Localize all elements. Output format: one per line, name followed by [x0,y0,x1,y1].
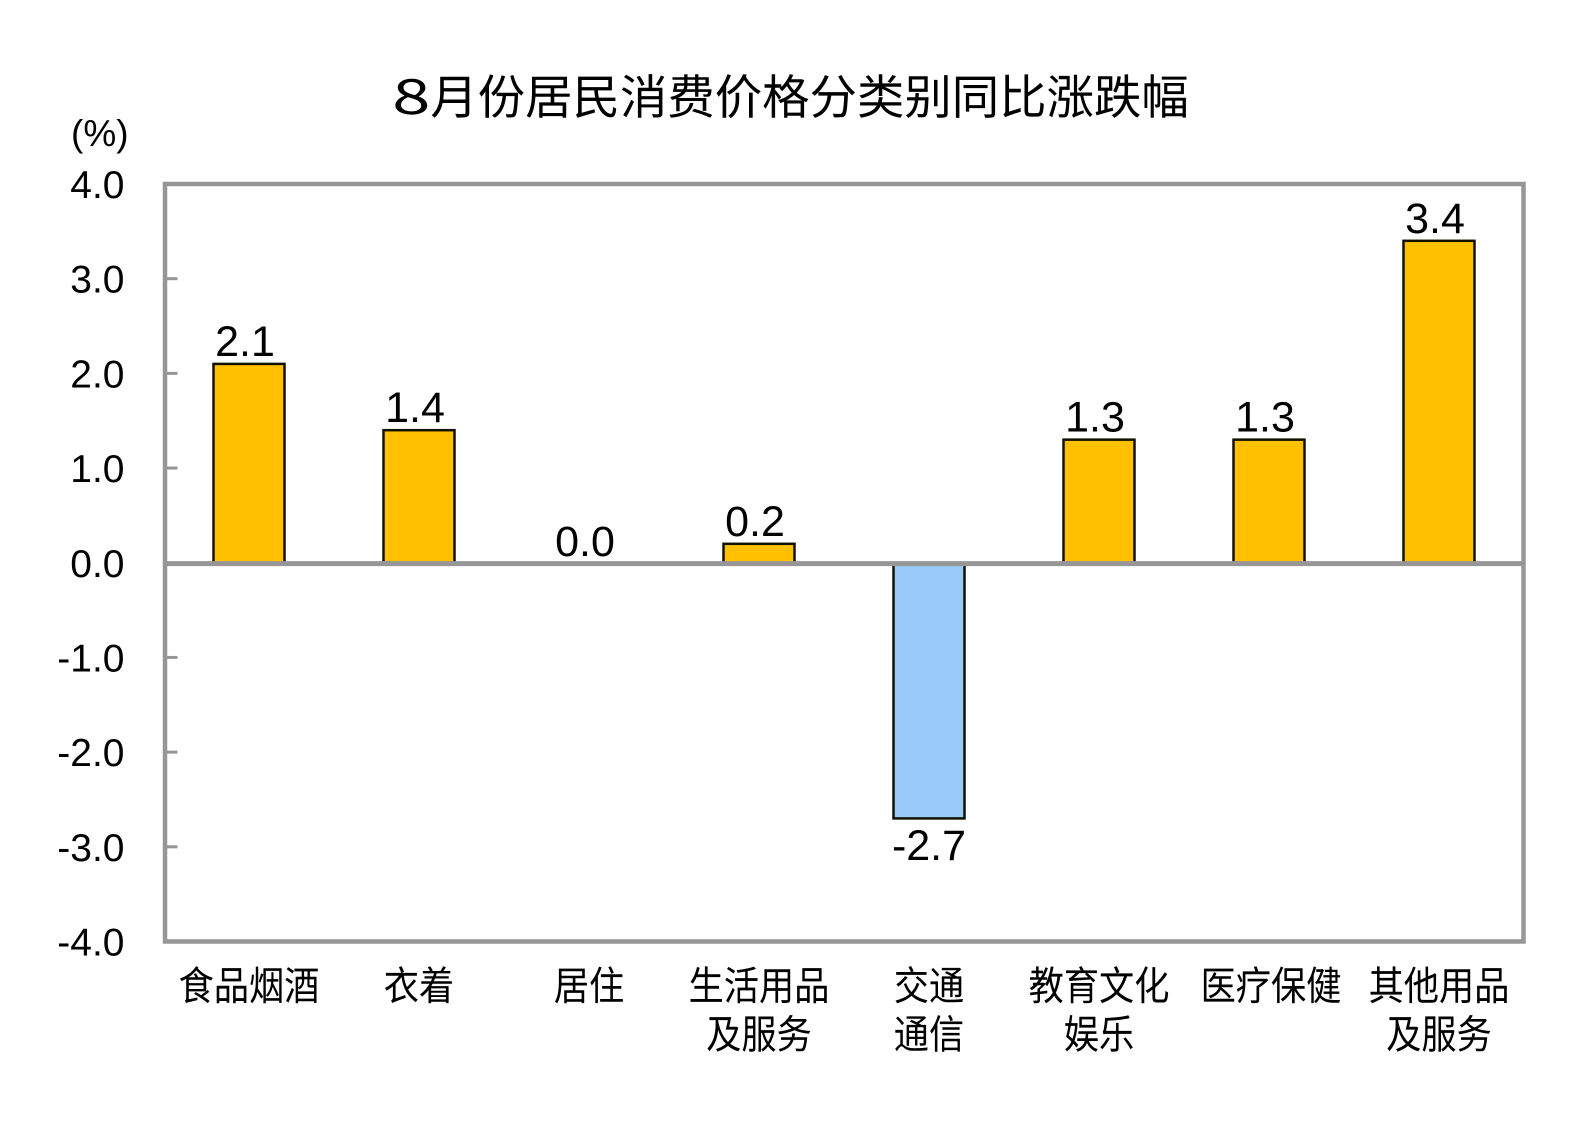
svg-text:(%): (%) [71,113,129,154]
svg-text:-2.7: -2.7 [892,822,966,870]
svg-text:-1.0: -1.0 [57,637,124,680]
svg-text:3.4: 3.4 [1405,195,1465,243]
svg-text:4.0: 4.0 [70,164,124,207]
svg-text:2.1: 2.1 [215,318,275,366]
svg-text:1.3: 1.3 [1065,394,1125,442]
svg-text:1.4: 1.4 [385,384,445,432]
svg-text:-4.0: -4.0 [57,922,124,965]
svg-text:0.0: 0.0 [555,518,615,566]
svg-text:3.0: 3.0 [70,259,124,302]
svg-text:-3.0: -3.0 [57,827,124,870]
svg-text:0.0: 0.0 [70,543,124,586]
svg-text:1.3: 1.3 [1235,394,1295,442]
svg-text:2.0: 2.0 [70,353,124,396]
svg-text:1.0: 1.0 [70,448,124,491]
svg-text:0.2: 0.2 [725,498,785,546]
svg-text:-2.0: -2.0 [57,732,124,775]
